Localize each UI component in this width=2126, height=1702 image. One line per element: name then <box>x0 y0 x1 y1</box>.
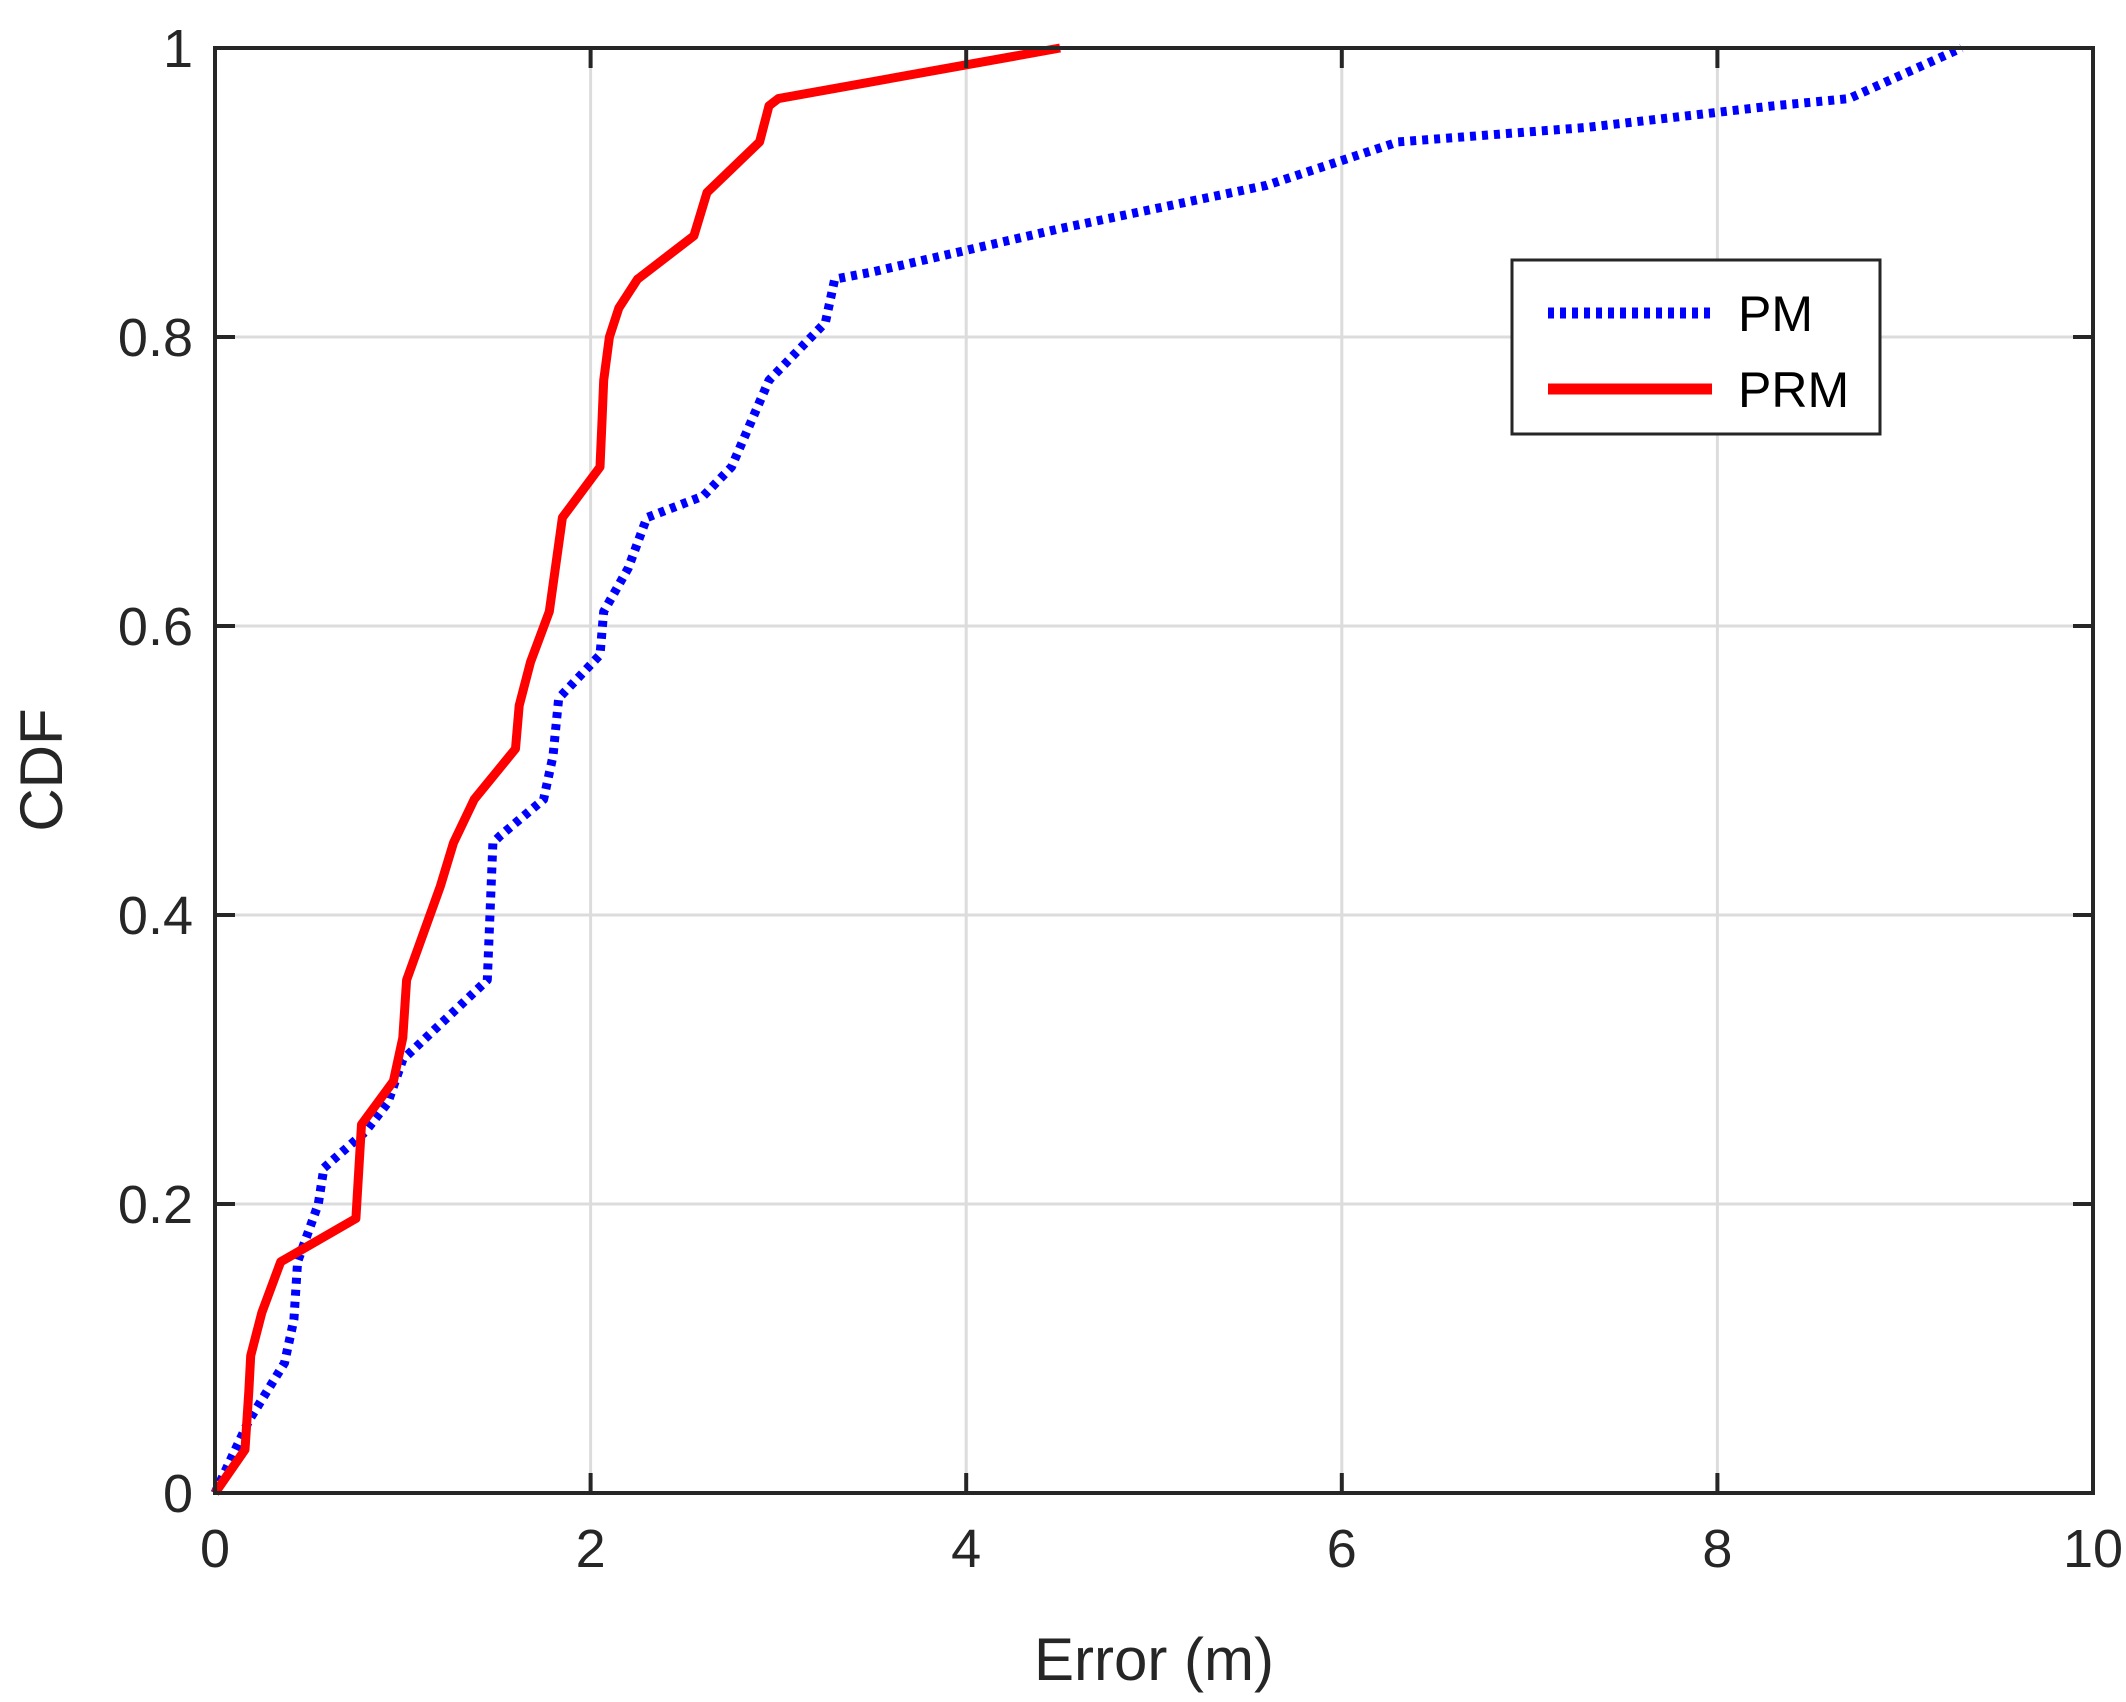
axis-ticks <box>213 46 2095 1495</box>
y-tick-label: 0.6 <box>118 597 193 657</box>
legend-label-prm: PRM <box>1738 362 1849 418</box>
y-tick-label: 0.8 <box>118 308 193 368</box>
axes-box <box>213 46 2095 1495</box>
x-axis-label: Error (m) <box>1034 1626 1274 1693</box>
series-lines <box>210 43 1964 1496</box>
x-tick-label: 0 <box>200 1519 230 1579</box>
y-tick-label: 0.2 <box>118 1175 193 1235</box>
legend-label-pm: PM <box>1738 286 1813 342</box>
legend-box <box>1510 258 1882 436</box>
y-tick-label: 1 <box>163 19 193 79</box>
series-line-prm <box>211 43 1061 1496</box>
x-tick-label: 2 <box>576 1519 606 1579</box>
x-tick-label: 8 <box>1702 1519 1732 1579</box>
x-tick-label: 6 <box>1327 1519 1357 1579</box>
x-tick-label: 4 <box>951 1519 981 1579</box>
y-tick-label: 0 <box>163 1464 193 1524</box>
tick-labels: 0 2 4 6 8 10 0 0.2 0.4 0.6 0.8 1 <box>118 19 2123 1579</box>
y-tick-label: 0.4 <box>118 886 193 946</box>
x-tick-label: 10 <box>2063 1519 2123 1579</box>
legend: PM PRM <box>1510 258 1882 436</box>
y-axis-label: CDF <box>8 708 75 831</box>
